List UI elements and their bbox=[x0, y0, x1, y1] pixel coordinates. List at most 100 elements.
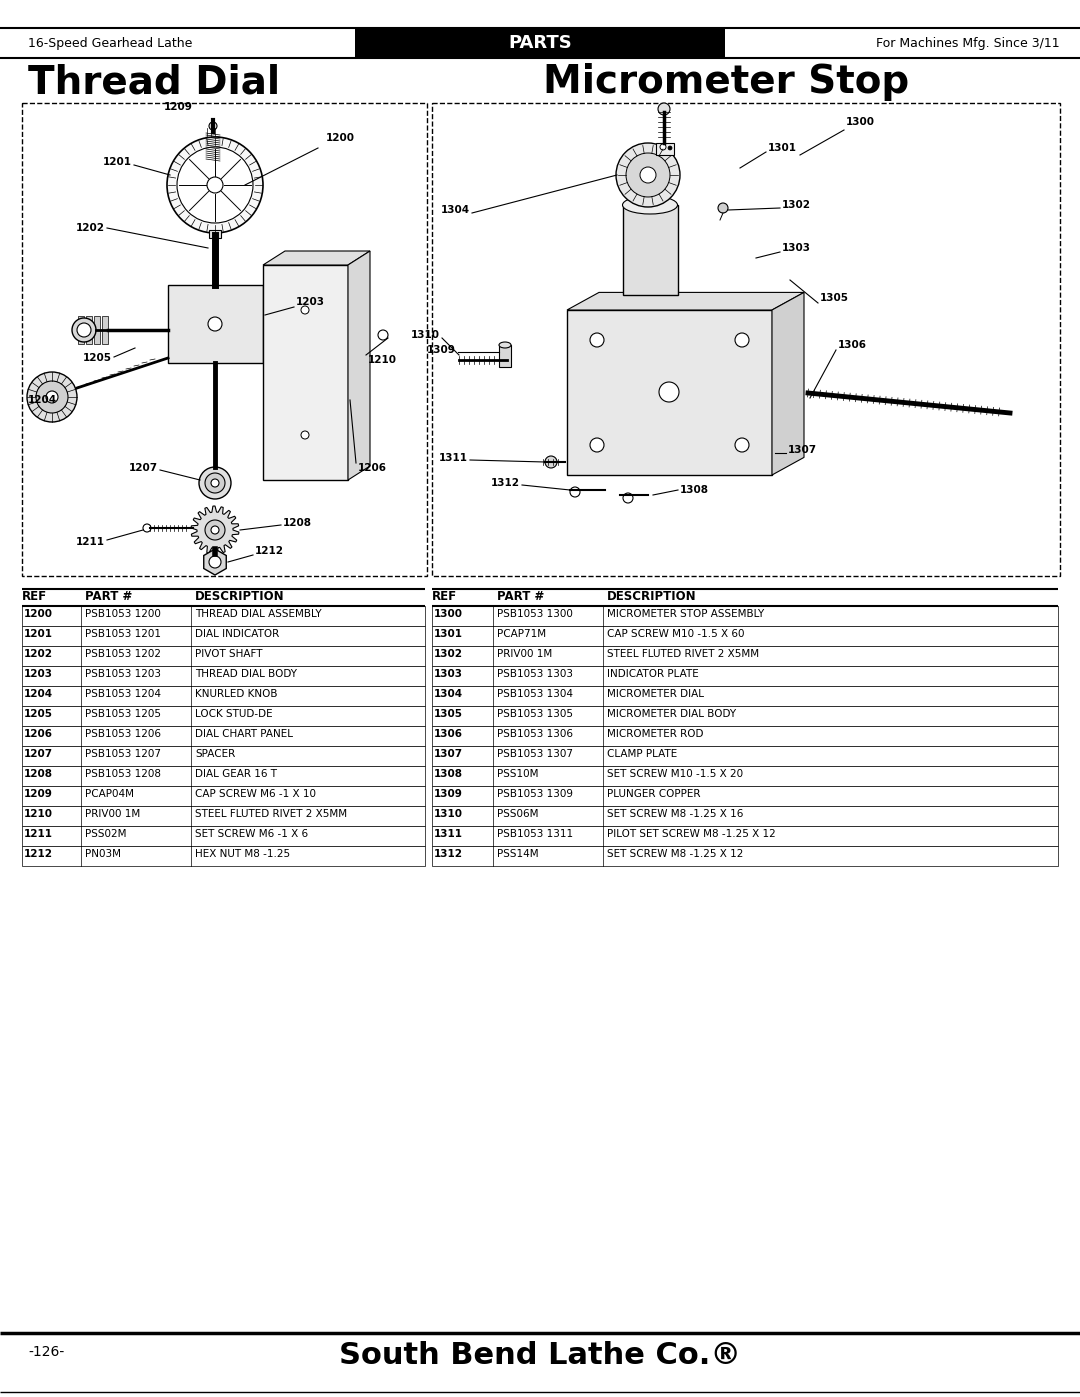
Circle shape bbox=[210, 122, 217, 130]
Text: 1212: 1212 bbox=[24, 849, 53, 859]
Text: 1305: 1305 bbox=[820, 293, 849, 303]
Text: -126-: -126- bbox=[28, 1345, 64, 1359]
Text: 1209: 1209 bbox=[163, 102, 192, 112]
Text: PSB1053 1203: PSB1053 1203 bbox=[85, 669, 161, 679]
Text: 1208: 1208 bbox=[283, 518, 312, 528]
Bar bbox=[432, 606, 1058, 626]
Text: 1302: 1302 bbox=[782, 200, 811, 210]
Text: PILOT SET SCREW M8 -1.25 X 12: PILOT SET SCREW M8 -1.25 X 12 bbox=[607, 828, 775, 840]
Text: 1304: 1304 bbox=[441, 205, 470, 215]
Circle shape bbox=[211, 527, 219, 534]
Text: For Machines Mfg. Since 3/11: For Machines Mfg. Since 3/11 bbox=[876, 36, 1059, 49]
Text: South Bend Lathe Co.®: South Bend Lathe Co.® bbox=[339, 1341, 741, 1370]
Text: PSB1053 1306: PSB1053 1306 bbox=[497, 729, 573, 739]
Circle shape bbox=[590, 332, 604, 346]
Bar bbox=[656, 142, 674, 155]
Text: PSB1053 1201: PSB1053 1201 bbox=[85, 629, 161, 638]
Circle shape bbox=[570, 488, 580, 497]
Text: DIAL GEAR 16 T: DIAL GEAR 16 T bbox=[195, 768, 276, 780]
Text: PN03M: PN03M bbox=[85, 849, 121, 859]
Text: 1211: 1211 bbox=[24, 828, 53, 840]
Text: SPACER: SPACER bbox=[195, 749, 235, 759]
Text: 1302: 1302 bbox=[434, 650, 463, 659]
Text: PART #: PART # bbox=[85, 590, 132, 604]
Bar bbox=[168, 285, 264, 363]
Text: 1204: 1204 bbox=[24, 689, 53, 698]
Text: SET SCREW M10 -1.5 X 20: SET SCREW M10 -1.5 X 20 bbox=[607, 768, 743, 780]
Text: REF: REF bbox=[432, 590, 457, 604]
Text: CAP SCREW M10 -1.5 X 60: CAP SCREW M10 -1.5 X 60 bbox=[607, 629, 744, 638]
Bar bbox=[22, 666, 426, 686]
Text: PSB1053 1207: PSB1053 1207 bbox=[85, 749, 161, 759]
Circle shape bbox=[77, 323, 91, 337]
Circle shape bbox=[199, 467, 231, 499]
Text: DESCRIPTION: DESCRIPTION bbox=[195, 590, 285, 604]
Circle shape bbox=[735, 332, 750, 346]
Text: Micrometer Stop: Micrometer Stop bbox=[543, 63, 909, 101]
Text: INDICATOR PLATE: INDICATOR PLATE bbox=[607, 669, 699, 679]
Text: 1211: 1211 bbox=[76, 536, 105, 548]
Text: SET SCREW M8 -1.25 X 16: SET SCREW M8 -1.25 X 16 bbox=[607, 809, 743, 819]
Text: SET SCREW M8 -1.25 X 12: SET SCREW M8 -1.25 X 12 bbox=[607, 849, 743, 859]
Text: PSB1053 1300: PSB1053 1300 bbox=[497, 609, 572, 619]
Text: PSB1053 1305: PSB1053 1305 bbox=[497, 710, 573, 719]
Text: PSB1053 1204: PSB1053 1204 bbox=[85, 689, 161, 698]
Circle shape bbox=[658, 103, 670, 115]
Circle shape bbox=[545, 455, 557, 468]
Text: PLUNGER COPPER: PLUNGER COPPER bbox=[607, 789, 701, 799]
Text: Thread Dial: Thread Dial bbox=[28, 63, 280, 101]
Bar bbox=[432, 686, 1058, 705]
Text: 1307: 1307 bbox=[434, 749, 463, 759]
Text: 1212: 1212 bbox=[255, 546, 284, 556]
Text: DIAL CHART PANEL: DIAL CHART PANEL bbox=[195, 729, 293, 739]
Circle shape bbox=[640, 168, 656, 183]
Text: PSB1053 1311: PSB1053 1311 bbox=[497, 828, 573, 840]
Text: 1208: 1208 bbox=[24, 768, 53, 780]
Bar bbox=[22, 103, 427, 576]
Bar bbox=[499, 345, 511, 367]
Bar bbox=[432, 645, 1058, 666]
Text: LOCK STUD-DE: LOCK STUD-DE bbox=[195, 710, 272, 719]
Text: 1210: 1210 bbox=[24, 809, 53, 819]
Text: 1301: 1301 bbox=[768, 142, 797, 154]
Bar bbox=[22, 746, 426, 766]
Bar bbox=[623, 205, 678, 295]
Polygon shape bbox=[94, 316, 100, 344]
Bar bbox=[22, 606, 426, 626]
Circle shape bbox=[301, 432, 309, 439]
Text: 1309: 1309 bbox=[434, 789, 463, 799]
Text: 1207: 1207 bbox=[24, 749, 53, 759]
Text: 1305: 1305 bbox=[434, 710, 463, 719]
Text: 1301: 1301 bbox=[434, 629, 463, 638]
Text: PRIV00 1M: PRIV00 1M bbox=[85, 809, 140, 819]
Bar bbox=[432, 103, 1059, 576]
Circle shape bbox=[36, 381, 68, 414]
Bar bbox=[432, 726, 1058, 746]
Text: 1312: 1312 bbox=[434, 849, 463, 859]
Polygon shape bbox=[567, 292, 804, 310]
Circle shape bbox=[590, 439, 604, 453]
Text: KNURLED KNOB: KNURLED KNOB bbox=[195, 689, 278, 698]
Polygon shape bbox=[772, 292, 804, 475]
Text: 1308: 1308 bbox=[680, 485, 708, 495]
Text: 1311: 1311 bbox=[438, 453, 468, 462]
Text: 1200: 1200 bbox=[326, 133, 355, 142]
Text: PSB1053 1309: PSB1053 1309 bbox=[497, 789, 573, 799]
Text: 1310: 1310 bbox=[434, 809, 463, 819]
Text: PSB1053 1208: PSB1053 1208 bbox=[85, 768, 161, 780]
Text: 1303: 1303 bbox=[434, 669, 463, 679]
Text: PIVOT SHAFT: PIVOT SHAFT bbox=[195, 650, 262, 659]
Polygon shape bbox=[204, 549, 226, 576]
Bar bbox=[210, 231, 221, 237]
Polygon shape bbox=[86, 316, 92, 344]
Text: 1210: 1210 bbox=[368, 355, 397, 365]
Bar bbox=[22, 826, 426, 847]
Circle shape bbox=[143, 524, 151, 532]
Text: 1309: 1309 bbox=[427, 345, 456, 355]
Text: SET SCREW M6 -1 X 6: SET SCREW M6 -1 X 6 bbox=[195, 828, 308, 840]
Circle shape bbox=[207, 177, 222, 193]
Text: 1203: 1203 bbox=[24, 669, 53, 679]
Bar bbox=[22, 645, 426, 666]
Circle shape bbox=[626, 154, 670, 197]
Bar bbox=[432, 806, 1058, 826]
